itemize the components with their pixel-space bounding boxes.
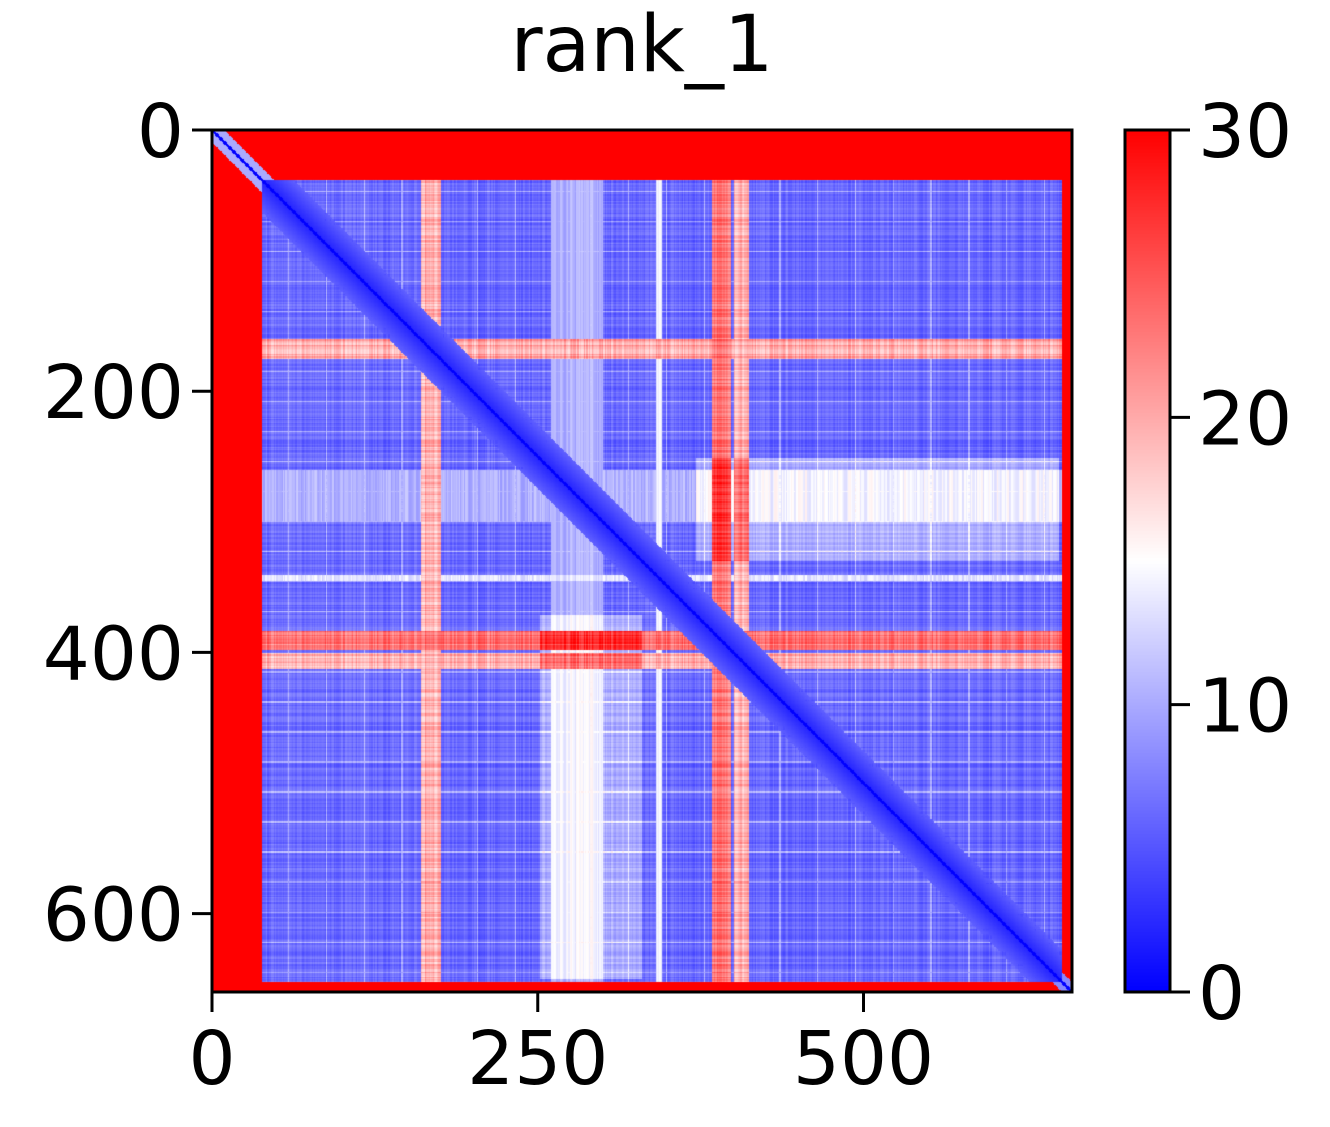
colorbar-canvas [1125, 130, 1170, 992]
colorbar-tick-label: 20 [1198, 376, 1292, 462]
chart-title: rank_1 [510, 0, 774, 90]
heatmap-canvas [212, 130, 1072, 992]
x-tick-label: 0 [188, 1016, 235, 1102]
y-tick-label: 200 [43, 350, 184, 436]
y-tick-label: 0 [137, 89, 184, 175]
colorbar-tick-label: 0 [1198, 951, 1245, 1037]
y-tick-label: 600 [43, 873, 184, 959]
x-tick-label: 500 [793, 1016, 934, 1102]
x-tick-label: 250 [467, 1016, 608, 1102]
colorbar-tick-label: 10 [1198, 664, 1292, 750]
x-axis: 0 250 500 [188, 992, 934, 1102]
colorbar-tick-label: 30 [1198, 89, 1292, 175]
y-tick-label: 400 [43, 611, 184, 697]
y-axis: 0 200 400 600 [43, 89, 212, 959]
colorbar-axis: 0 10 20 30 [1170, 89, 1292, 1037]
